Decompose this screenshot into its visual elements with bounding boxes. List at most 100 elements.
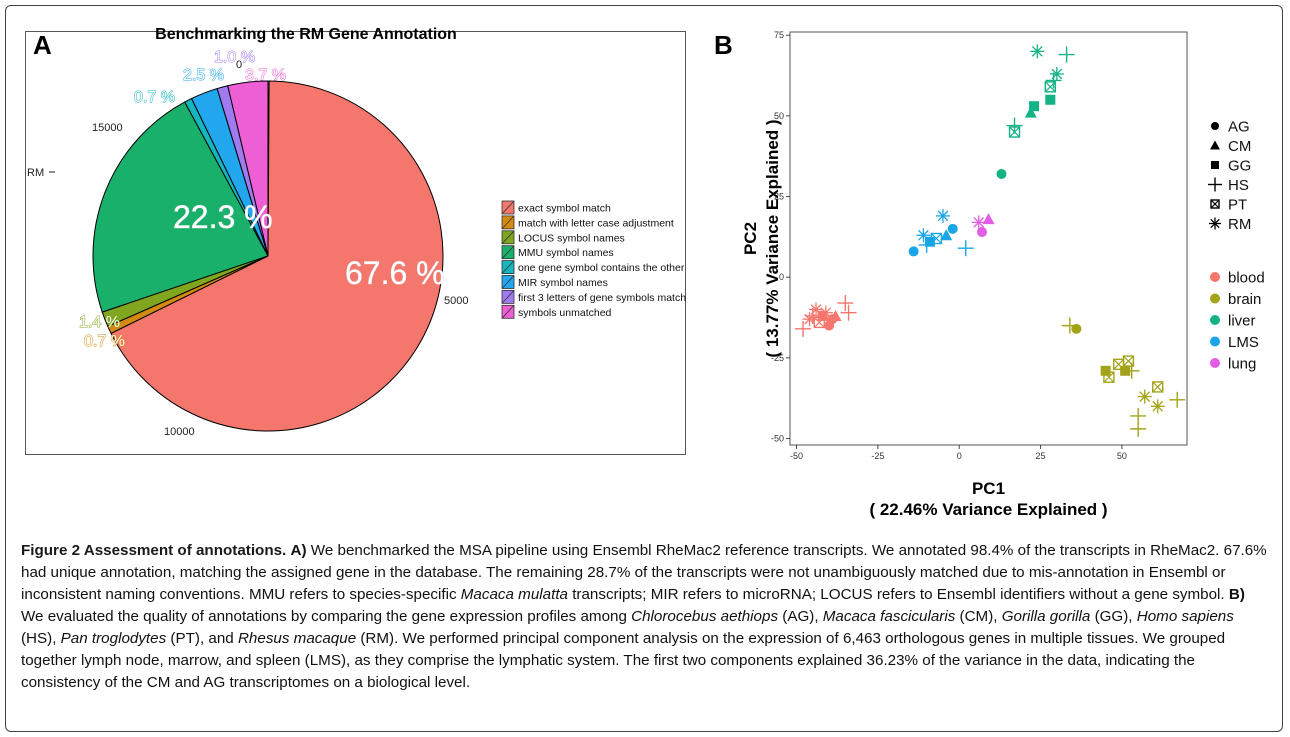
scatter-point xyxy=(996,168,1007,179)
scatter-point xyxy=(1024,106,1037,118)
y-tick-label: 75 xyxy=(774,30,784,40)
y-axis-sublabel: ( 13.77% Variance Explained ) xyxy=(763,119,782,357)
slice-percent-label: 1.0 % xyxy=(214,49,255,66)
scatter-point xyxy=(1030,44,1045,59)
pie-slice xyxy=(92,101,269,313)
tissue-legend-key xyxy=(1210,315,1220,325)
slice-percent-label: 2.5 % xyxy=(183,67,224,84)
shape-legend-key xyxy=(1208,177,1222,192)
tissue-legend-label: liver xyxy=(1228,313,1256,330)
tissue-legend-label: LMS xyxy=(1228,334,1259,351)
scatter-point xyxy=(918,236,935,253)
caption-species-hs: Homo sapiens xyxy=(1136,608,1234,625)
x-tick-label: 25 xyxy=(1036,451,1046,461)
caption-a-text: We benchmarked the MSA pipeline using En… xyxy=(21,542,1267,603)
scatter-point xyxy=(1123,362,1140,379)
panel-a-letter: A xyxy=(33,30,52,60)
tissue-legend-label: lung xyxy=(1228,356,1256,373)
slice-percent-label: 0.7 % xyxy=(84,333,125,350)
radial-tick-label: 15000 xyxy=(92,122,123,134)
pie-slice xyxy=(110,80,444,432)
scatter-point xyxy=(1103,371,1115,383)
y-tick-label: -50 xyxy=(771,434,784,444)
caption-b-text7: (RM). We performed principal component a… xyxy=(21,630,1226,691)
caption-a-italic: Macaca mulatta xyxy=(460,586,568,603)
x-tick-label: -50 xyxy=(790,451,803,461)
pie-axis-label: RM xyxy=(27,167,44,179)
scatter-point xyxy=(829,309,842,321)
caption-b-text1: We evaluated the quality of annotations … xyxy=(21,608,632,625)
x-axis-label: PC1 xyxy=(972,479,1005,498)
scatter-point xyxy=(1150,399,1165,414)
x-axis-sublabel: ( 22.46% Variance Explained ) xyxy=(869,500,1107,519)
radial-tick-label: 5000 xyxy=(444,295,468,307)
plot-area xyxy=(789,31,1188,446)
legend-swatch-slash xyxy=(501,245,515,259)
caption-b-text6: (PT), and xyxy=(166,630,238,647)
scatter-point xyxy=(1029,101,1040,112)
caption-b-text2: (AG), xyxy=(778,608,823,625)
scatter-point xyxy=(924,236,935,247)
scatter-point xyxy=(947,223,958,234)
scatter-point xyxy=(795,320,812,337)
scatter-point xyxy=(802,312,817,327)
shape-legend-key xyxy=(1210,140,1220,150)
caption-species-gg: Gorilla gorilla xyxy=(1001,608,1091,625)
scatter-point xyxy=(908,246,919,257)
pie-title: Benchmarking the RM Gene Annotation xyxy=(155,26,457,43)
caption-b-label: B) xyxy=(1228,586,1245,603)
scatter-point xyxy=(935,208,950,223)
scatter-point xyxy=(916,228,931,243)
radial-tick-label: 10000 xyxy=(164,426,195,438)
legend-swatch-slash xyxy=(501,305,515,319)
scatter-point xyxy=(930,232,943,245)
radial-tick-label: 0 xyxy=(236,59,242,71)
scatter-point xyxy=(976,227,987,238)
caption-b-text5: (HS), xyxy=(21,630,61,647)
x-tick-label: -25 xyxy=(871,451,884,461)
legend-swatch-slash xyxy=(501,260,515,274)
legend-label: match with letter case adjustment xyxy=(518,217,674,229)
tissue-legend-key xyxy=(1210,336,1220,347)
y-tick-label: -25 xyxy=(771,353,784,363)
scatter-point xyxy=(957,240,974,257)
scatter-point xyxy=(1045,94,1056,105)
legend-label: first 3 letters of gene symbols match xyxy=(518,292,686,304)
legend-label: exact symbol match xyxy=(518,203,611,215)
y-axis-label: PC2 xyxy=(741,222,760,255)
slice-percent-label: 67.6 % xyxy=(345,255,445,291)
tissue-legend-key xyxy=(1210,358,1220,368)
scatter-point xyxy=(1152,381,1164,393)
shape-legend-key xyxy=(1211,161,1219,169)
scatter-point xyxy=(1045,72,1062,89)
legend-swatch-slash xyxy=(501,200,515,215)
shape-legend-label: CM xyxy=(1228,138,1251,155)
y-tick-label: 0 xyxy=(779,272,784,282)
tissue-legend-key xyxy=(1210,272,1220,282)
caption-species-ag: Chlorocebus aethiops xyxy=(631,608,779,625)
caption-species-pt: Pan troglodytes xyxy=(60,630,167,647)
scatter-point xyxy=(1169,391,1186,408)
legend-label: MIR symbol names xyxy=(518,277,608,289)
figure-frame xyxy=(5,5,1283,732)
tissue-legend-label: blood xyxy=(1228,270,1265,287)
caption-lead: Figure 2 Assessment of annotations. xyxy=(21,542,287,559)
scatter-point xyxy=(940,229,953,241)
x-tick-label: 50 xyxy=(1117,451,1127,461)
pca-scatter-chart: -50 -25 0 25 50 -50 -25 0 25 50 75 PC1 ( 22.46% Vari… xyxy=(741,30,1265,519)
scatter-point xyxy=(1100,365,1111,376)
scatter-point xyxy=(1061,317,1078,334)
shape-legend-label: RM xyxy=(1228,216,1251,233)
legend-swatch-slash xyxy=(501,275,515,289)
legend-swatch-slash xyxy=(501,230,515,245)
scatter-point xyxy=(840,304,857,321)
shape-legend-label: AG xyxy=(1228,119,1250,136)
legend-label: symbols unmatched xyxy=(518,307,612,319)
slice-percent-label: 22.3 % xyxy=(173,199,273,235)
caption-a-text2: transcripts; MIR refers to microRNA; LOC… xyxy=(567,586,1229,603)
y-tick-label: 50 xyxy=(774,111,784,121)
scatter-point xyxy=(837,295,854,312)
caption-a-label: A) xyxy=(290,542,307,559)
figure-caption: Figure 2 Assessment of annotations. A) W… xyxy=(21,540,1271,694)
scatter-point xyxy=(971,215,986,230)
